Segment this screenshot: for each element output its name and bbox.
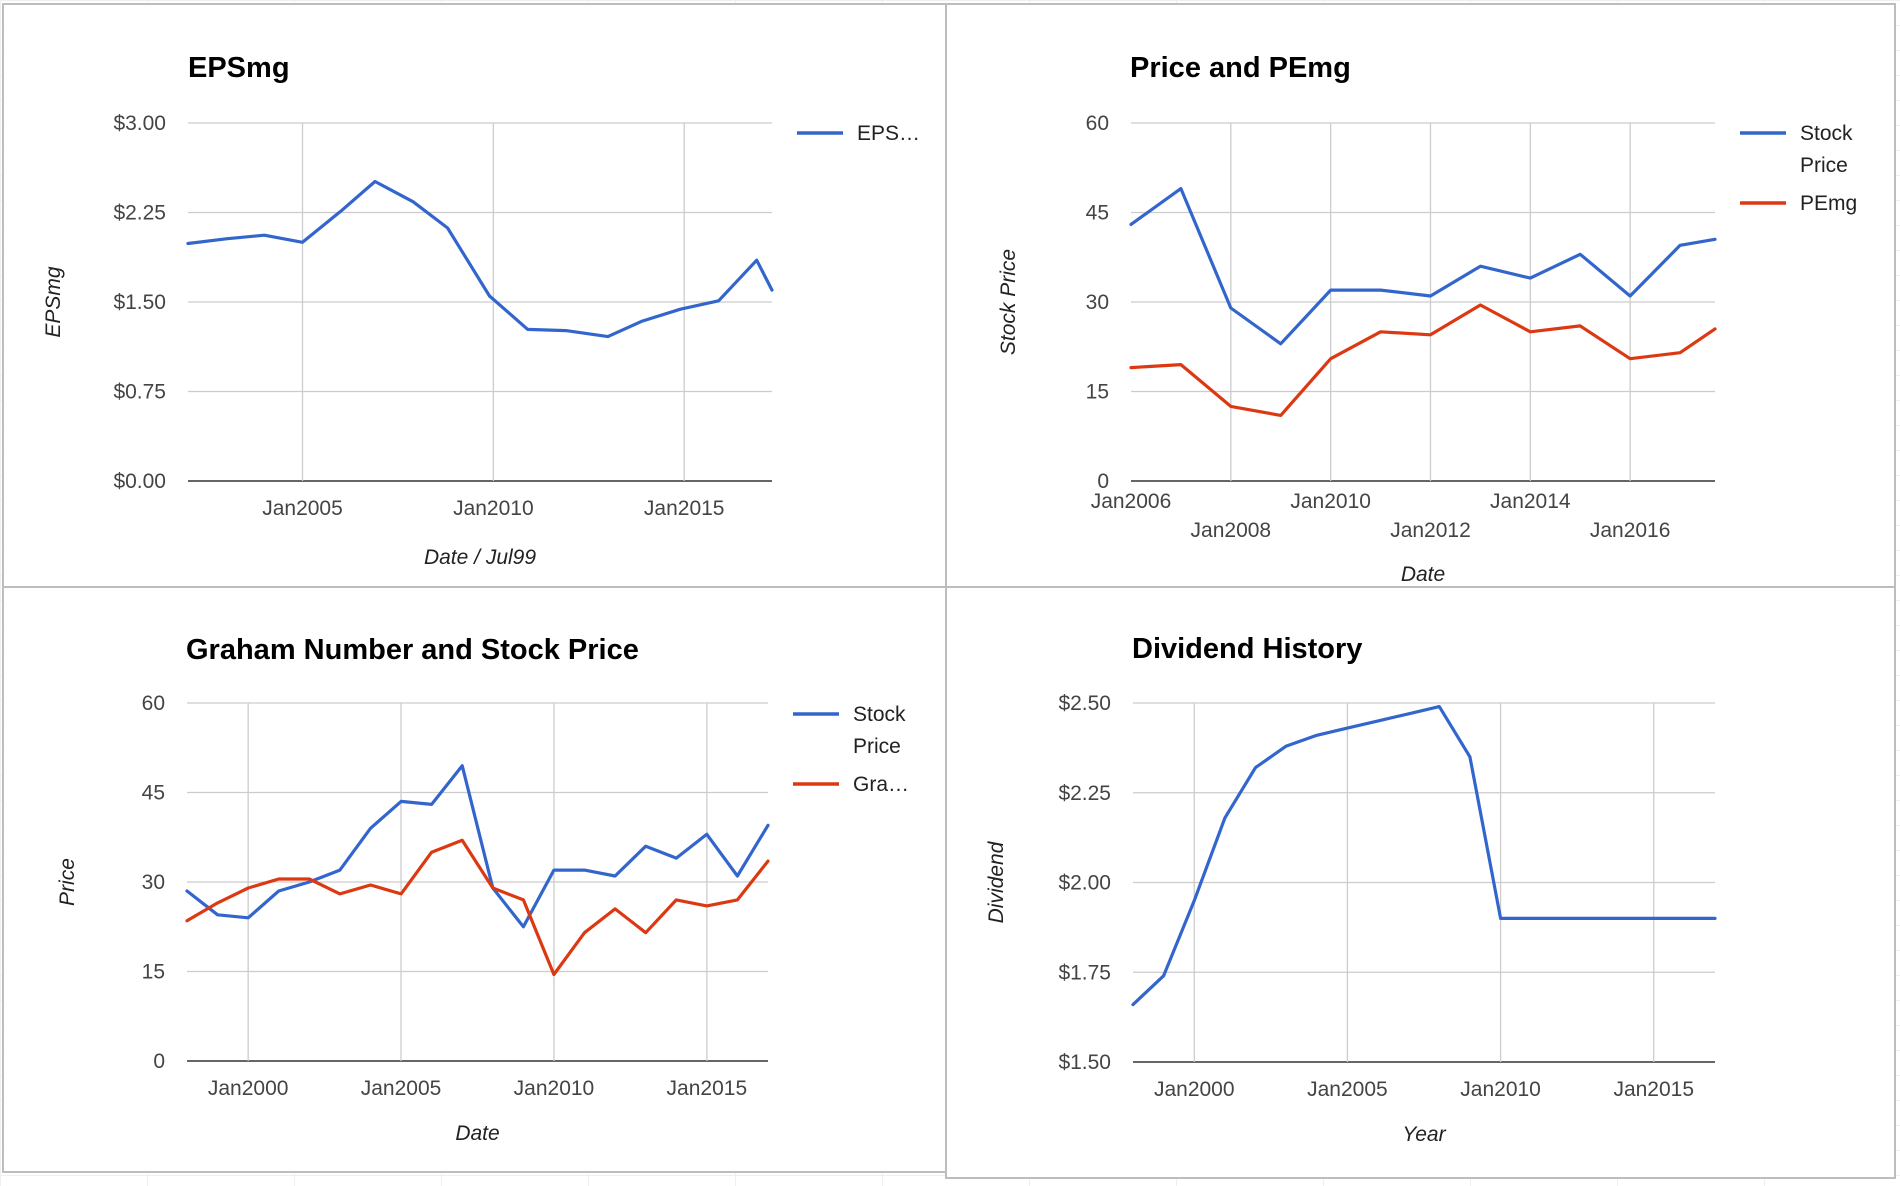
y-tick-label: 45 (142, 782, 165, 805)
y-tick-label: $1.75 (1058, 961, 1111, 984)
x-tick-label: Jan2015 (667, 1077, 748, 1100)
chart-panel-epsmg[interactable]: $0.00 $0.75 $1.50 $2.25 $3.00 Jan2005 Jan2010 J… (2, 3, 947, 588)
y-tick-label: 30 (142, 871, 165, 894)
x-tick-label: Jan2010 (1460, 1078, 1541, 1101)
y-tick-label: 60 (1086, 112, 1109, 135)
graham-number-chart-svg: 0 15 30 45 60 Jan2000 Jan2005 Jan2010 Jan2015 Gra… (56, 634, 909, 1145)
y-tick-label: 15 (1086, 381, 1109, 404)
x-tick-label: Jan2005 (1307, 1078, 1388, 1101)
legend-entry-line: Stock (853, 703, 906, 726)
x-tick-label: Jan2010 (453, 497, 534, 520)
y-tick-label: $2.50 (1058, 692, 1111, 715)
x-tick-label: Jan2015 (1613, 1078, 1694, 1101)
y-tick-label: $2.25 (1058, 782, 1111, 805)
y-tick-label: $1.50 (1058, 1051, 1111, 1074)
price-pemg-chart-svg: 0 15 30 45 60 Jan2006 Jan2008 Jan2010 Jan2012 Jan… (997, 52, 1857, 586)
x-tick-label: Jan2012 (1390, 519, 1471, 542)
chart-title: Price and PEmg (1130, 52, 1351, 84)
legend-entry: Stock Price (1800, 122, 1853, 177)
x-tick-label: Jan2010 (1290, 490, 1371, 513)
chart-panel-price-pemg[interactable]: 0 15 30 45 60 Jan2006 Jan2008 Jan2010 Jan2012 Jan… (945, 3, 1896, 588)
series-line (185, 764, 770, 929)
x-tick-label: Jan2000 (208, 1077, 289, 1100)
y-tick-label: $2.00 (1058, 872, 1111, 895)
y-tick-label: $2.25 (113, 202, 166, 225)
y-tick-label: 45 (1086, 202, 1109, 225)
x-tick-label: Jan2016 (1590, 519, 1671, 542)
x-tick-label: Jan2014 (1490, 490, 1571, 513)
y-axis-title: Price (56, 858, 79, 906)
x-tick-label: Jan2006 (1091, 490, 1172, 513)
chart-title: Graham Number and Stock Price (186, 634, 639, 666)
x-axis-title: Date (1401, 563, 1445, 586)
series-line (1129, 303, 1717, 417)
series-line (1131, 704, 1717, 1007)
legend-entry-line: Price (1800, 154, 1848, 177)
legend-entry: EPS… (857, 122, 920, 145)
x-tick-label: Jan2000 (1154, 1078, 1235, 1101)
y-tick-label: 60 (142, 692, 165, 715)
x-axis-title: Date / Jul99 (424, 546, 536, 569)
series-line (1129, 187, 1717, 346)
legend-entry: Stock Price (853, 703, 906, 758)
chart-title: EPSmg (188, 52, 290, 84)
chart-title: Dividend History (1132, 633, 1362, 665)
legend-entry: PEmg (1800, 192, 1857, 215)
legend-entry-line: Stock (1800, 122, 1853, 145)
x-tick-label: Jan2008 (1191, 519, 1272, 542)
epsmg-chart-svg: $0.00 $0.75 $1.50 $2.25 $3.00 Jan2005 Jan2010 J… (42, 52, 920, 569)
y-tick-label: 15 (142, 961, 165, 984)
x-axis-title: Date (455, 1122, 499, 1145)
x-tick-label: Jan2005 (262, 497, 343, 520)
y-tick-label: $1.50 (113, 291, 166, 314)
y-tick-label: 30 (1086, 291, 1109, 314)
legend-entry-line: PEmg (1800, 192, 1857, 215)
y-tick-label: 0 (1097, 470, 1109, 493)
y-tick-label: 0 (153, 1050, 165, 1073)
y-tick-label: $0.00 (113, 470, 166, 493)
legend-entry-line: Gra… (853, 773, 909, 796)
series-line (186, 179, 774, 339)
y-tick-label: $0.75 (113, 381, 166, 404)
legend-entry-line: EPS… (857, 122, 920, 145)
legend-entry: Gra… (853, 773, 909, 796)
chart-panel-dividend-history[interactable]: $1.50 $1.75 $2.00 $2.25 $2.50 Jan2000 Jan2005 J… (945, 586, 1896, 1179)
chart-panel-graham-number[interactable]: 0 15 30 45 60 Jan2000 Jan2005 Jan2010 Jan2015 Gra… (2, 586, 947, 1173)
x-tick-label: Jan2010 (514, 1077, 595, 1100)
y-axis-title: Dividend (985, 840, 1008, 923)
y-tick-label: $3.00 (113, 112, 166, 135)
y-axis-title: EPSmg (42, 266, 65, 338)
x-axis-title: Year (1402, 1123, 1446, 1146)
series-line (185, 838, 770, 977)
legend-entry-line: Price (853, 735, 901, 758)
y-axis-title: Stock Price (997, 249, 1020, 355)
dividend-history-chart-svg: $1.50 $1.75 $2.00 $2.25 $2.50 Jan2000 Jan2005 J… (985, 633, 1717, 1146)
x-tick-label: Jan2015 (644, 497, 725, 520)
x-tick-label: Jan2005 (361, 1077, 442, 1100)
